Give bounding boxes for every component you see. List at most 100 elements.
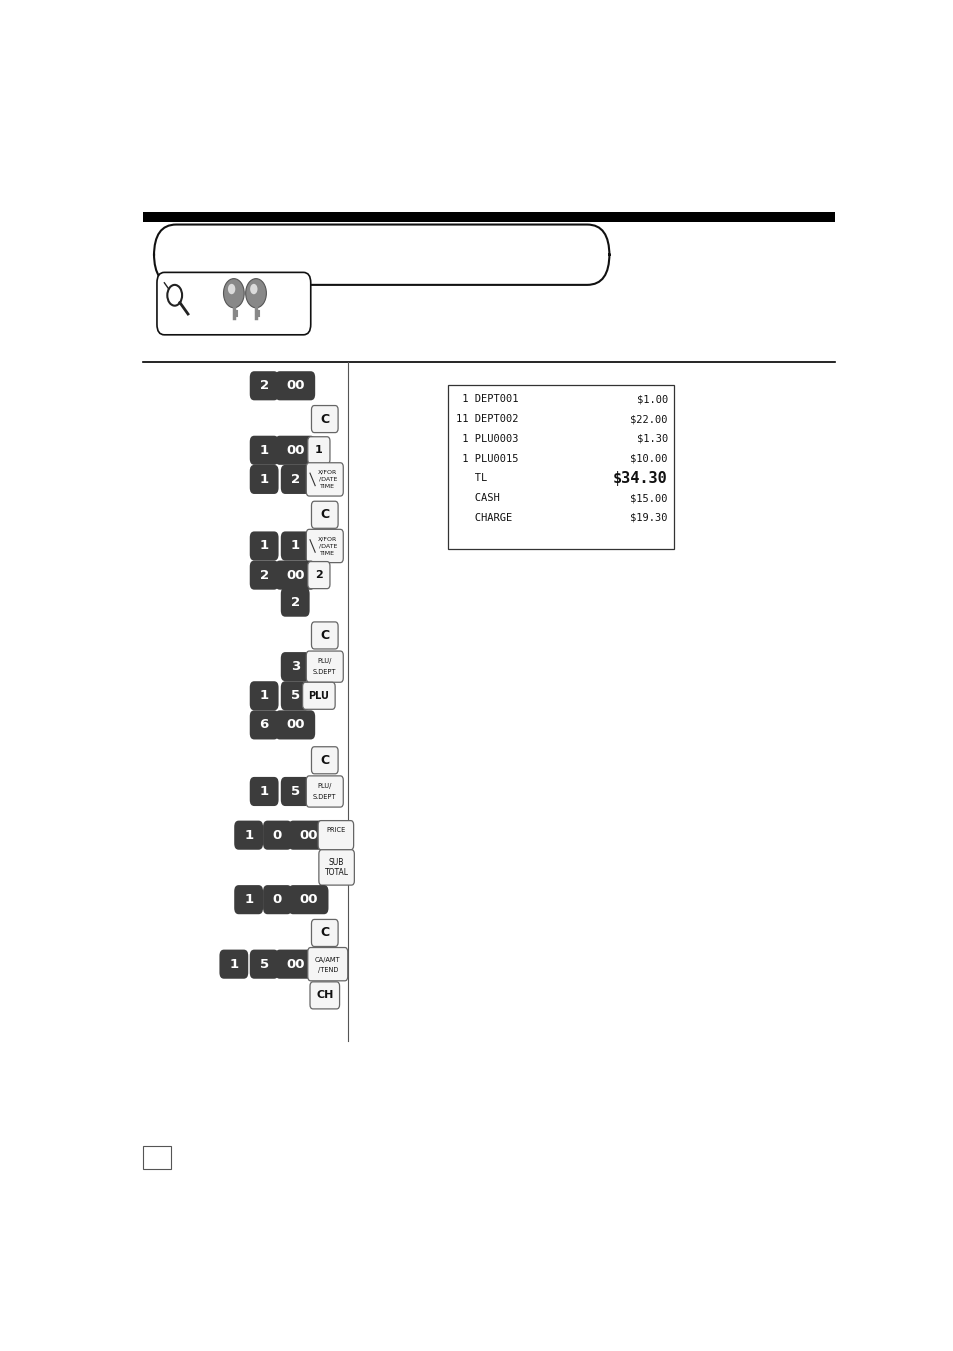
Text: 2: 2 [291, 596, 299, 609]
Text: C: C [320, 630, 329, 642]
Text: 1 PLU0003: 1 PLU0003 [456, 434, 517, 444]
Bar [143, 212, 834, 223]
FancyBboxPatch shape [311, 747, 337, 774]
Text: 00: 00 [286, 719, 304, 731]
FancyBboxPatch shape [306, 530, 343, 562]
Text: 2: 2 [291, 473, 299, 486]
Text: 00: 00 [299, 828, 317, 842]
FancyBboxPatch shape [250, 436, 278, 465]
FancyBboxPatch shape [280, 681, 310, 711]
FancyBboxPatch shape [263, 820, 292, 850]
Bar [448, 385, 673, 549]
Text: TIME: TIME [320, 551, 335, 555]
FancyBboxPatch shape [306, 651, 343, 682]
Text: 1: 1 [259, 473, 269, 486]
FancyBboxPatch shape [157, 273, 311, 335]
Text: $1.30: $1.30 [636, 434, 667, 444]
Text: 1: 1 [259, 539, 269, 553]
FancyBboxPatch shape [234, 820, 263, 850]
FancyBboxPatch shape [318, 850, 354, 885]
FancyBboxPatch shape [302, 682, 335, 709]
Text: PRICE: PRICE [326, 827, 345, 834]
Text: C: C [320, 754, 329, 767]
Text: 1: 1 [244, 828, 253, 842]
Text: 1: 1 [259, 785, 269, 798]
Text: $34.30: $34.30 [613, 471, 667, 486]
Text: 2: 2 [259, 569, 269, 582]
FancyBboxPatch shape [311, 501, 337, 528]
Text: 1: 1 [259, 443, 269, 457]
FancyBboxPatch shape [250, 950, 278, 978]
FancyBboxPatch shape [250, 681, 278, 711]
Text: 0: 0 [273, 828, 282, 842]
FancyBboxPatch shape [250, 777, 278, 807]
FancyBboxPatch shape [275, 372, 314, 400]
Text: 0: 0 [273, 893, 282, 907]
FancyBboxPatch shape [280, 531, 310, 561]
Text: 1: 1 [291, 539, 299, 553]
FancyBboxPatch shape [311, 405, 337, 432]
Text: 5: 5 [291, 689, 299, 703]
Text: PLU: PLU [308, 690, 329, 701]
FancyBboxPatch shape [250, 465, 278, 494]
Text: /DATE: /DATE [318, 543, 336, 549]
FancyBboxPatch shape [308, 562, 330, 589]
Text: $22.00: $22.00 [630, 413, 667, 424]
Text: 1: 1 [259, 689, 269, 703]
Text: 5: 5 [259, 958, 269, 970]
Text: 11 DEPT002: 11 DEPT002 [456, 413, 517, 424]
FancyBboxPatch shape [280, 777, 310, 807]
FancyBboxPatch shape [250, 561, 278, 589]
Text: 00: 00 [286, 443, 304, 457]
Circle shape [223, 278, 244, 308]
FancyBboxPatch shape [308, 436, 330, 463]
FancyBboxPatch shape [275, 950, 314, 978]
Text: CHARGE: CHARGE [456, 513, 512, 523]
Text: 3: 3 [291, 661, 299, 673]
FancyBboxPatch shape [263, 885, 292, 915]
Text: 1 PLU0015: 1 PLU0015 [456, 454, 517, 463]
Text: CASH: CASH [456, 493, 498, 503]
Text: S.DEPT: S.DEPT [313, 669, 336, 676]
Text: 2: 2 [259, 380, 269, 392]
Text: /DATE: /DATE [318, 477, 336, 482]
Text: TIME: TIME [320, 484, 335, 489]
Text: S.DEPT: S.DEPT [313, 793, 336, 800]
Text: $1.00: $1.00 [636, 394, 667, 404]
Text: $15.00: $15.00 [630, 493, 667, 503]
FancyBboxPatch shape [317, 820, 354, 850]
Text: C: C [320, 412, 329, 426]
Text: 00: 00 [299, 893, 317, 907]
FancyBboxPatch shape [219, 950, 248, 978]
Text: PLU/: PLU/ [317, 784, 332, 789]
FancyBboxPatch shape [311, 920, 337, 947]
Text: C: C [320, 927, 329, 939]
Text: 1: 1 [314, 446, 322, 455]
Text: $19.30: $19.30 [630, 513, 667, 523]
Text: 1: 1 [244, 893, 253, 907]
Circle shape [246, 278, 266, 308]
Text: CH: CH [315, 990, 334, 1000]
FancyBboxPatch shape [306, 775, 343, 807]
FancyBboxPatch shape [310, 982, 339, 1009]
Text: 6: 6 [259, 719, 269, 731]
FancyBboxPatch shape [275, 561, 314, 589]
FancyBboxPatch shape [280, 588, 310, 616]
Text: TL: TL [456, 473, 486, 484]
FancyBboxPatch shape [250, 711, 278, 739]
FancyBboxPatch shape [306, 463, 343, 496]
Text: 00: 00 [286, 380, 304, 392]
Text: 2: 2 [314, 570, 322, 580]
Text: 1: 1 [229, 958, 238, 970]
FancyBboxPatch shape [288, 885, 328, 915]
Text: X/FOR: X/FOR [317, 536, 337, 542]
Circle shape [228, 284, 235, 295]
Text: CA/AMT: CA/AMT [314, 957, 340, 963]
Bar [143, 1146, 171, 1169]
FancyBboxPatch shape [275, 711, 314, 739]
Text: $10.00: $10.00 [630, 454, 667, 463]
Text: 5: 5 [291, 785, 299, 798]
Text: /TEND: /TEND [317, 967, 337, 974]
FancyBboxPatch shape [234, 885, 263, 915]
FancyBboxPatch shape [275, 436, 314, 465]
